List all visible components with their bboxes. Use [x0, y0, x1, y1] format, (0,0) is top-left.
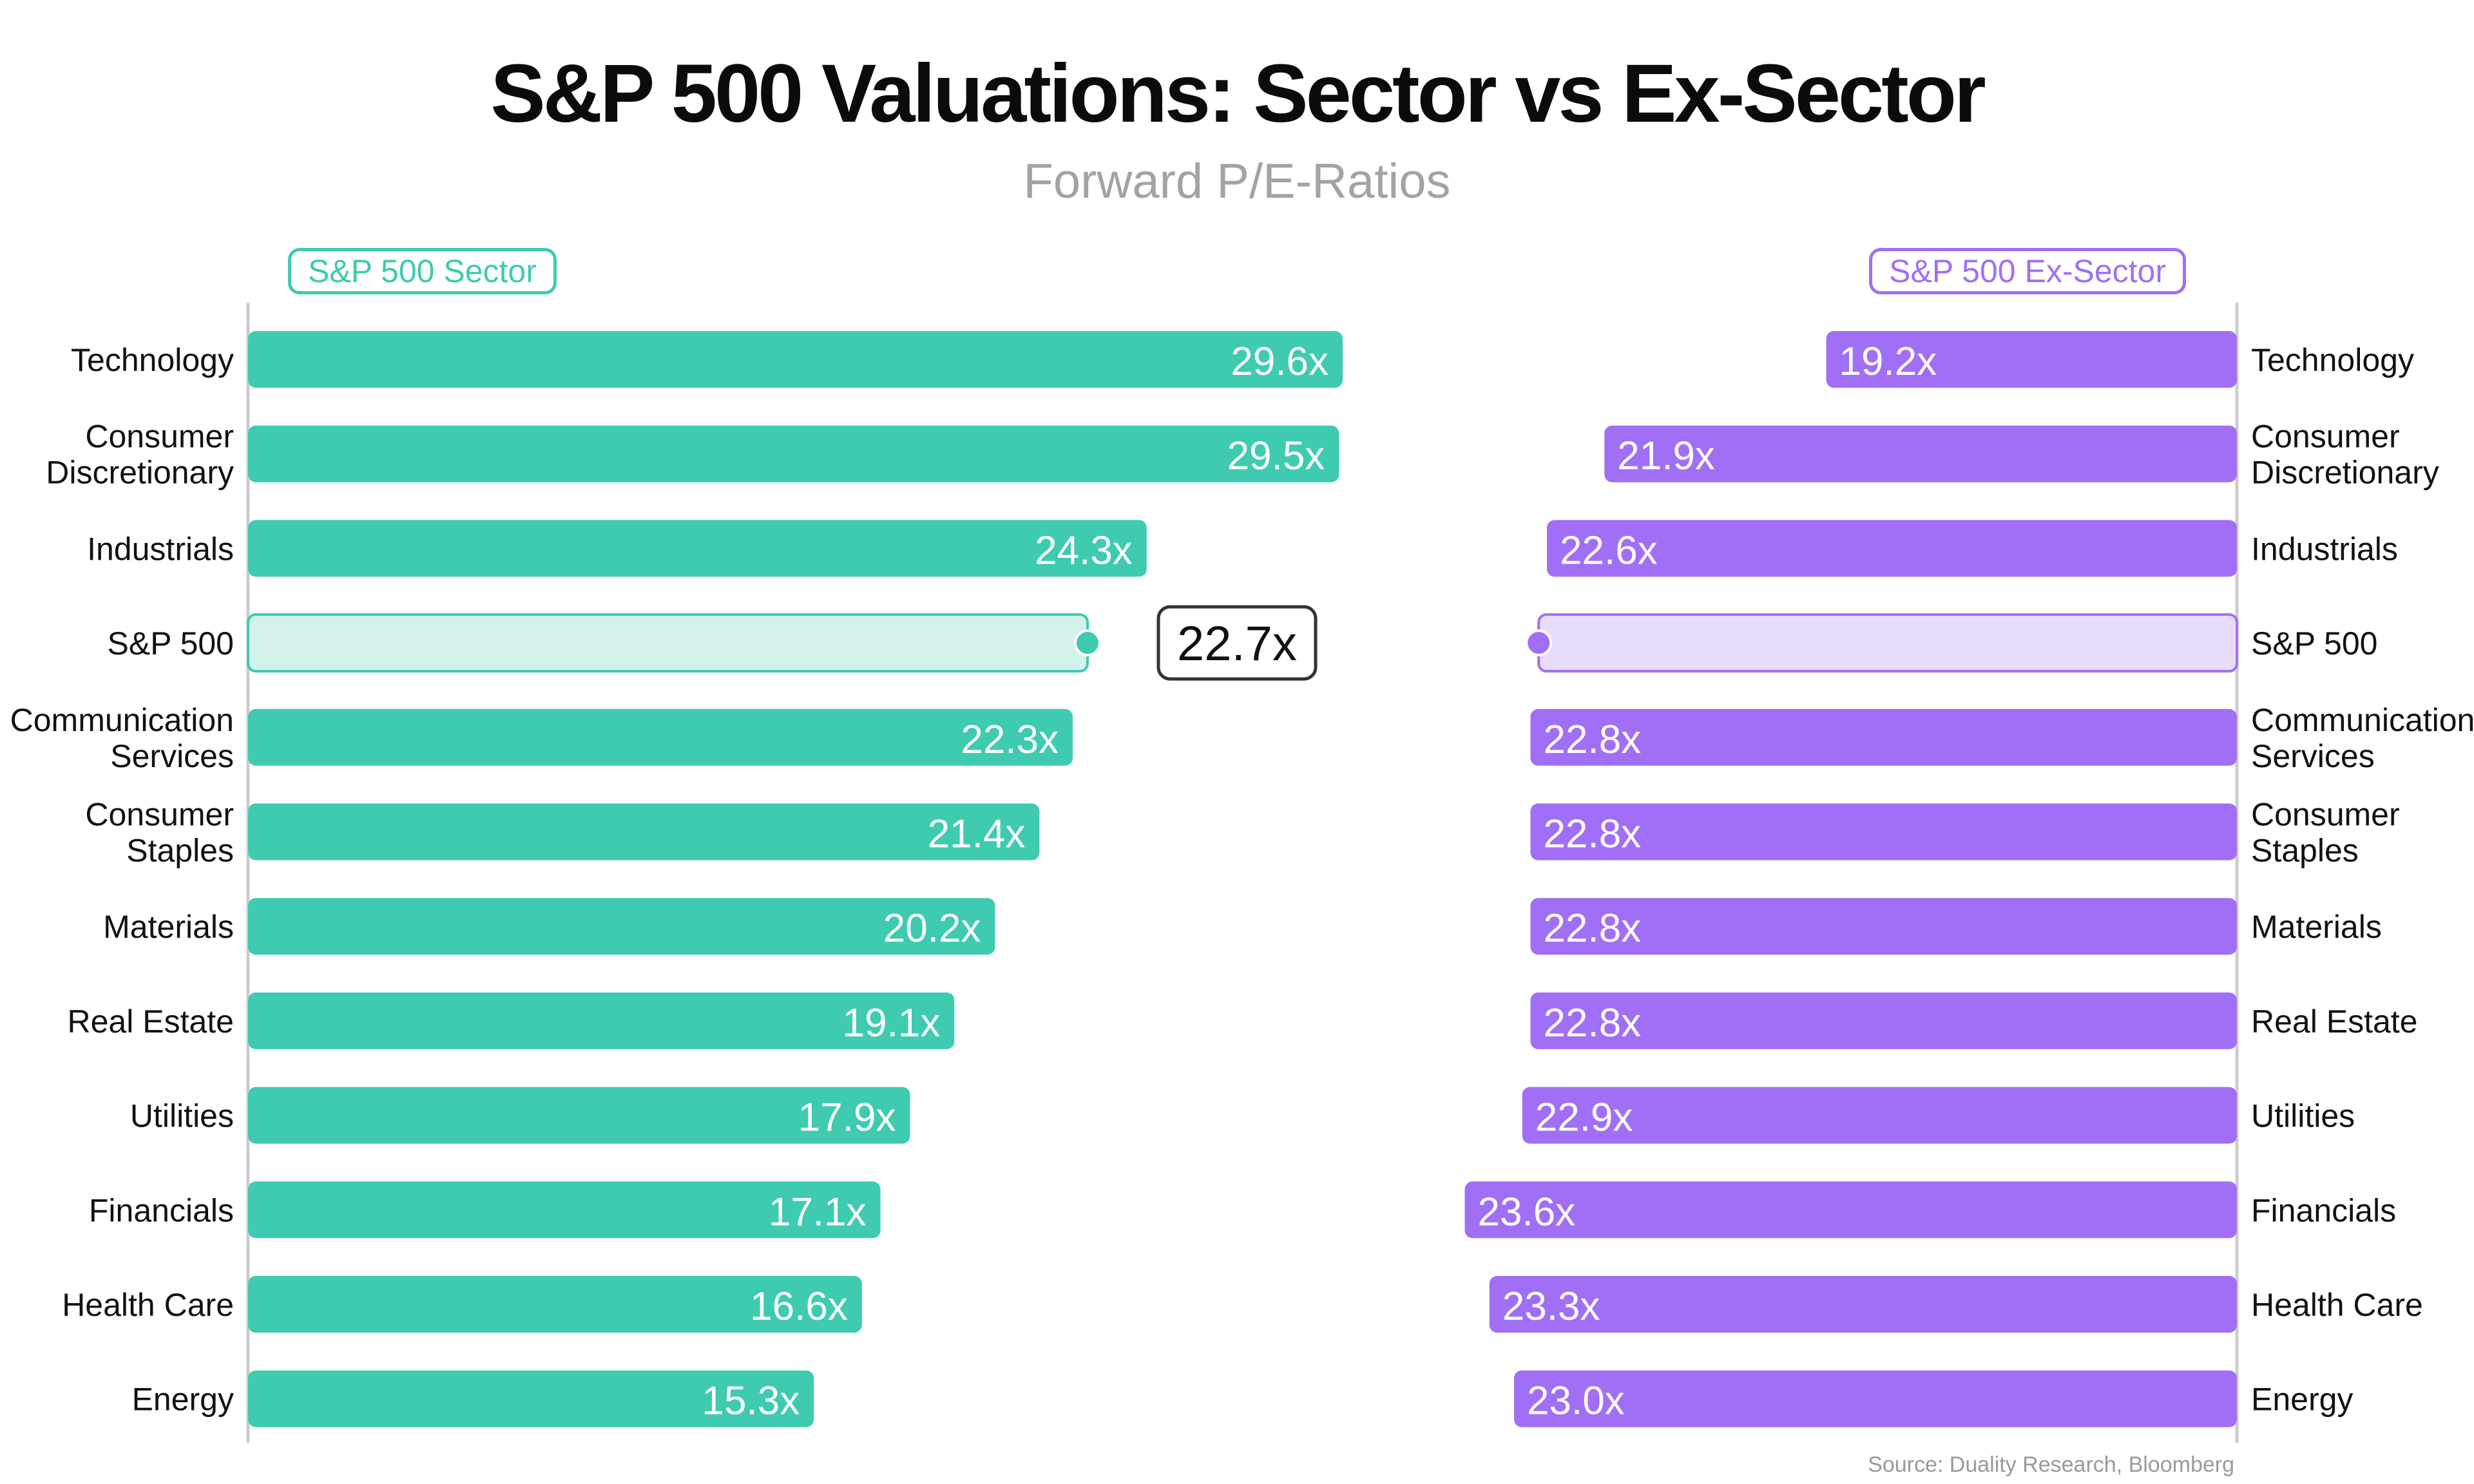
- ex-sector-value-label: 23.0x: [1527, 1379, 1625, 1423]
- ex-sector-value-label: 22.6x: [1560, 528, 1658, 573]
- left-category-label: Utilities: [130, 1098, 234, 1134]
- ex-sector-bar-consumer-discretionary: [1604, 425, 2237, 482]
- sector-value-label: 29.6x: [1231, 339, 1328, 384]
- sector-bar-energy: [248, 1370, 814, 1427]
- sector-bar-consumer-discretionary: [248, 425, 1339, 482]
- sector-bar-industrials: [248, 520, 1147, 577]
- sector-bar-health-care: [248, 1276, 862, 1333]
- benchmark-value-box: [1156, 605, 1318, 681]
- left-category-label: Energy: [132, 1382, 234, 1418]
- left-category-label: Real Estate: [68, 1004, 234, 1040]
- right-category-label: Materials: [2251, 909, 2382, 945]
- ex-sector-bar-health-care: [1489, 1276, 2237, 1333]
- sector-value-label: 17.1x: [769, 1190, 867, 1234]
- ex-sector-bar-industrials: [1547, 520, 2237, 577]
- source-note: Source: Duality Research, Bloomberg: [1868, 1452, 2234, 1477]
- sector-bar-financials: [248, 1181, 881, 1239]
- sector-value-label: 22.3x: [961, 718, 1059, 762]
- sector-value-label: 17.9x: [798, 1096, 896, 1140]
- left-category-label: Financials: [89, 1192, 234, 1228]
- legend-ex-sector-tag: S&P 500 Ex-Sector: [1869, 248, 2186, 294]
- left-category-label: Communication Services: [10, 702, 234, 774]
- sector-value-label: 16.6x: [750, 1284, 848, 1329]
- left-category-label: Technology: [71, 342, 234, 378]
- sector-bar-technology: [248, 331, 1343, 388]
- sector-value-label: 29.5x: [1227, 434, 1325, 479]
- ex-sector-bar-consumer-staples: [1530, 803, 2237, 861]
- left-category-label: Industrials: [87, 531, 234, 567]
- right-category-label: Health Care: [2251, 1287, 2423, 1323]
- right-category-label: S&P 500: [2251, 625, 2377, 661]
- ex-sector-bar-financials: [1464, 1181, 2237, 1239]
- left-category-label: S&P 500: [108, 625, 234, 661]
- right-category-label: Industrials: [2251, 531, 2398, 567]
- sector-bar-real-estate: [248, 992, 955, 1049]
- ex-sector-value-label: 19.2x: [1839, 339, 1937, 384]
- ex-sector-value-label: 23.6x: [1478, 1190, 1576, 1234]
- ex-sector-benchmark-dot: [1525, 629, 1553, 657]
- chart-title: S&P 500 Valuations: Sector vs Ex-Sector: [490, 48, 1986, 140]
- left-category-label: Consumer Discretionary: [46, 419, 234, 491]
- sector-bar-utilities: [248, 1087, 910, 1144]
- chart-subtitle: Forward P/E-Ratios: [1023, 154, 1451, 209]
- ex-sector-value-label: 22.8x: [1544, 718, 1642, 762]
- ex-sector-bar-real-estate: [1530, 992, 2237, 1049]
- ex-sector-value-label: 21.9x: [1617, 434, 1715, 479]
- ex-sector-value-label: 22.8x: [1544, 812, 1642, 857]
- ex-sector-bar-technology: [1826, 331, 2237, 388]
- legend-sector-tag: S&P 500 Sector: [288, 248, 557, 294]
- sector-bar-s-p-500: [247, 613, 1089, 673]
- ex-sector-bar-s-p-500: [1537, 613, 2238, 673]
- ex-sector-bar-materials: [1530, 898, 2237, 955]
- right-category-label: Energy: [2251, 1382, 2353, 1418]
- right-category-label: Consumer Discretionary: [2251, 419, 2439, 491]
- sector-value-label: 20.2x: [883, 906, 981, 951]
- sector-bar-consumer-staples: [248, 803, 1040, 861]
- ex-sector-value-label: 22.8x: [1544, 1001, 1642, 1045]
- ex-sector-value-label: 23.3x: [1502, 1284, 1600, 1329]
- sector-value-label: 19.1x: [843, 1001, 941, 1045]
- sector-benchmark-dot: [1073, 629, 1101, 657]
- right-category-label: Communication Services: [2251, 702, 2474, 774]
- ex-sector-bar-communication-services: [1530, 709, 2237, 766]
- sector-value-label: 21.4x: [928, 812, 1026, 857]
- right-category-label: Consumer Staples: [2251, 797, 2400, 869]
- right-category-label: Utilities: [2251, 1098, 2355, 1134]
- sector-bar-communication-services: [248, 709, 1073, 766]
- ex-sector-bar-utilities: [1522, 1087, 2237, 1144]
- ex-sector-value-label: 22.8x: [1544, 906, 1642, 951]
- right-category-label: Technology: [2251, 342, 2414, 378]
- right-category-label: Financials: [2251, 1192, 2396, 1228]
- right-category-label: Real Estate: [2251, 1004, 2417, 1040]
- sector-value-label: 15.3x: [702, 1379, 800, 1423]
- left-category-label: Consumer Staples: [85, 797, 234, 869]
- ex-sector-bar-energy: [1514, 1370, 2237, 1427]
- sector-bar-materials: [248, 898, 995, 955]
- benchmark-value-label: 22.7x: [1177, 616, 1297, 671]
- left-category-label: Health Care: [62, 1287, 234, 1323]
- left-category-label: Materials: [103, 909, 234, 945]
- ex-sector-value-label: 22.9x: [1535, 1096, 1633, 1140]
- sector-value-label: 24.3x: [1035, 528, 1133, 573]
